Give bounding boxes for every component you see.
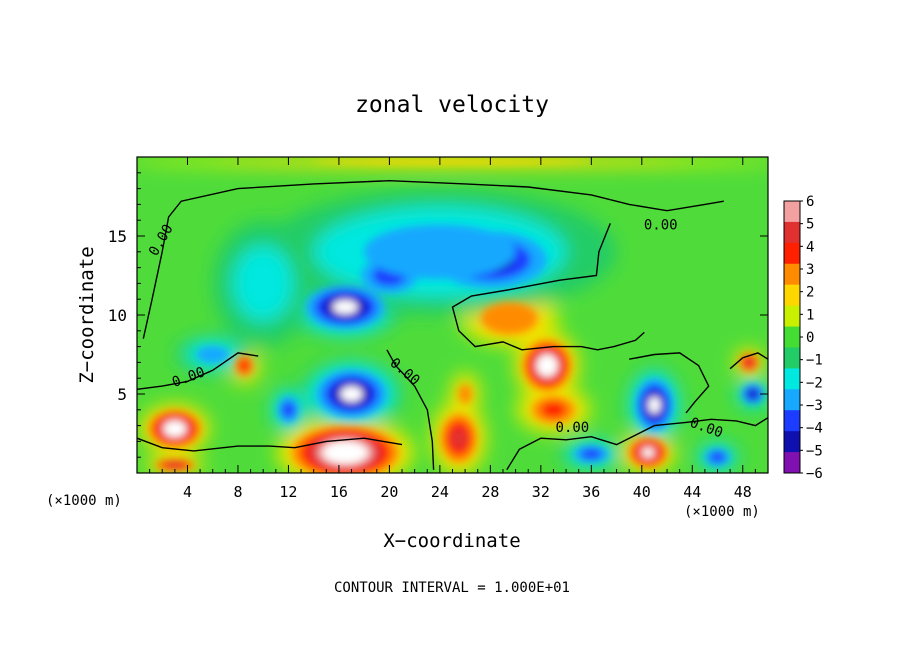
x-tick-label-32: 32 — [532, 483, 550, 501]
colorbar-swatch-4 — [784, 284, 800, 307]
colorbar-swatch-5 — [784, 305, 800, 328]
y-tick-label-5: 5 — [117, 385, 127, 404]
chart-title: zonal velocity — [355, 92, 549, 118]
field-blob-0-saturated — [323, 441, 368, 464]
colorbar-swatch-1 — [784, 221, 800, 244]
zero-contour-5 — [137, 437, 403, 452]
field-blob-16-level-5 — [748, 389, 758, 399]
y-tick-label-10: 10 — [108, 306, 127, 325]
colorbar-swatch-9 — [784, 389, 800, 411]
colorbar-tick-label-3: 3 — [806, 262, 814, 278]
colorbar-tick-label-10: −4 — [806, 421, 823, 437]
zero-contour-9 — [729, 352, 768, 370]
field-blob-22-level-2 — [232, 245, 294, 322]
colorbar-swatch-10 — [784, 410, 800, 432]
contour-label-5: 0.00 — [644, 218, 678, 234]
zero-contour-3 — [451, 223, 645, 351]
y-tick-label-15: 15 — [108, 227, 127, 246]
x-unit-left: (×1000 m) — [46, 493, 122, 509]
y-axis: 5 10 15 — [108, 172, 768, 458]
field-cores — [148, 159, 765, 473]
x-tick-label-28: 28 — [481, 483, 499, 501]
field-blob-6-level-4 — [540, 401, 567, 418]
x-tick-label-36: 36 — [582, 483, 600, 501]
x-tick-label-16: 16 — [330, 483, 348, 501]
colorbar-swatch-2 — [784, 242, 800, 265]
x-tick-label-24: 24 — [431, 483, 449, 501]
field-blob-2-level-4 — [238, 359, 250, 372]
colorbar-swatch-7 — [784, 347, 800, 369]
zero-contour-1 — [142, 179, 611, 339]
field-blob-5-level-4 — [492, 308, 527, 328]
field-blob-7-saturated — [642, 447, 655, 458]
colorbar-swatch-3 — [784, 263, 800, 286]
zero-contour-6 — [386, 349, 435, 470]
colorbar-tick-label-1: 5 — [806, 217, 814, 233]
y-axis-label: Z−coordinate — [76, 246, 98, 383]
field-blob-9-level-5 — [166, 462, 184, 468]
colorbar-tick-label-5: 1 — [806, 307, 814, 323]
colorbar-swatch-0 — [784, 201, 800, 223]
x-tick-label-8: 8 — [233, 483, 242, 501]
zero-contour-4 — [137, 352, 259, 390]
field-blob-14-saturated — [340, 386, 363, 402]
field-blob-21-level-3 — [364, 224, 516, 279]
contour-label-4: 0.00 — [556, 420, 590, 436]
x-tick-label-12: 12 — [279, 483, 297, 501]
plot-area: 0.000.00 0.000.000.000.00 — [136, 156, 769, 474]
x-tick-label-4: 4 — [183, 483, 192, 501]
x-axis: 4 8 12 16 20 24 28 32 36 40 44 48 — [149, 157, 756, 501]
colorbar-tick-label-9: −3 — [806, 398, 823, 414]
x-tick-label-44: 44 — [683, 483, 701, 501]
x-tick-label-48: 48 — [734, 483, 752, 501]
field-blob-4-saturated — [536, 354, 558, 377]
colorbar-tick-label-4: 2 — [806, 285, 814, 301]
field-blob-8-level-5 — [744, 358, 754, 367]
field-blob-1-saturated — [163, 420, 187, 437]
colorbar-swatch-6 — [784, 326, 800, 348]
x-tick-label-40: 40 — [633, 483, 651, 501]
field-blob-12-saturated — [332, 300, 358, 315]
colorbar-tick-label-11: −5 — [806, 443, 823, 459]
field-blob-19-level-4 — [580, 448, 602, 460]
zero-contour-7 — [506, 417, 768, 471]
colorbar-tick-label-12: −6 — [806, 466, 823, 482]
zero-contour-8 — [629, 352, 710, 414]
colorbar-swatch-8 — [784, 368, 800, 390]
colorbar-tick-label-6: 0 — [806, 330, 814, 346]
zero-contour-2 — [610, 199, 724, 212]
colorbar-tick-label-0: 6 — [806, 194, 814, 210]
field-blob-15-saturated — [648, 396, 661, 414]
field-blob-17-level-4 — [282, 401, 295, 418]
colorbar-tick-label-8: −2 — [806, 375, 823, 391]
x-tick-label-20: 20 — [380, 483, 398, 501]
colorbar-tick-label-2: 4 — [806, 239, 814, 255]
x-unit-right: (×1000 m) — [684, 504, 760, 520]
colorbar-tick-label-7: −1 — [806, 353, 823, 369]
field-blob-18-level-3 — [196, 346, 229, 363]
field-blob-3-level-5 — [451, 427, 467, 449]
x-axis-label: X−coordinate — [383, 530, 520, 552]
colorbar-swatch-11 — [784, 431, 800, 453]
colorbar-swatch-12 — [784, 452, 800, 474]
field-blob-23-level-3 — [311, 159, 594, 165]
field-blob-20-level-4 — [709, 451, 726, 463]
field-blob-10-level-3 — [458, 384, 472, 404]
contour-interval-note: CONTOUR INTERVAL = 1.000E+01 — [334, 580, 570, 596]
colorbar: 6 5 4 3 2 1 0 −1 −2 −3 −4 −5 −6 — [783, 194, 823, 482]
